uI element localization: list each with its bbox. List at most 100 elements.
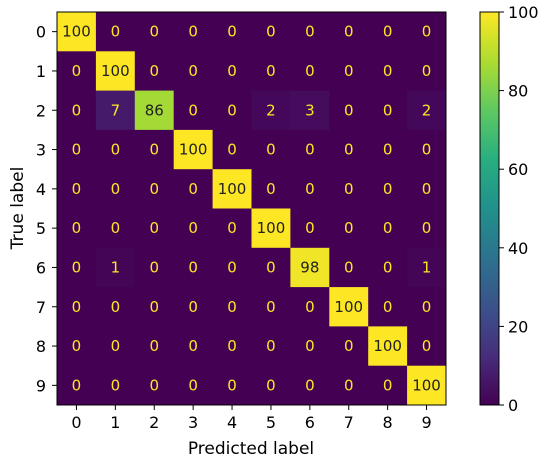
cell-value-label: 0 (422, 337, 432, 355)
cell-value-label: 0 (266, 62, 276, 80)
cell-value-label: 0 (188, 258, 198, 276)
cell-value-label: 0 (266, 141, 276, 159)
cell-value-label: 100 (218, 180, 247, 198)
heatmap-cell (173, 208, 214, 249)
cell-value-label: 0 (188, 219, 198, 237)
heatmap-cell (329, 208, 369, 249)
heatmap-cell (368, 326, 408, 367)
heatmap-cell (407, 169, 447, 209)
heatmap-cell (407, 326, 447, 367)
heatmap-cell (407, 12, 447, 52)
heatmap-cell (251, 326, 291, 367)
heatmap-cell (290, 169, 330, 209)
heatmap-cell (134, 287, 175, 327)
heatmap-cell (212, 129, 252, 170)
cell-value-label: 0 (72, 62, 82, 80)
heatmap-cell (134, 51, 175, 92)
heatmap-cell (57, 51, 97, 92)
colorbar-ticks: 0 20 40 60 80 100 (499, 3, 539, 415)
heatmap-cell (134, 247, 175, 288)
cell-value-label: 0 (344, 141, 354, 159)
heatmap-cell (95, 365, 136, 406)
heatmap-cell (173, 287, 214, 327)
cell-value-label: 100 (101, 62, 130, 80)
heatmap-cell (95, 12, 136, 52)
heatmap-cell (368, 90, 408, 131)
cell-value-label: 0 (305, 219, 315, 237)
cell-value-label: 100 (257, 219, 286, 237)
heatmap-cell (407, 208, 447, 249)
cell-value-label: 0 (305, 337, 315, 355)
heatmap-cell (368, 169, 408, 209)
cell-value-label: 0 (72, 180, 82, 198)
heatmap-cell (290, 365, 330, 406)
heatmap-cell (95, 326, 136, 367)
cell-value-label: 2 (422, 101, 432, 119)
cell-value-label: 0 (422, 141, 432, 159)
cell-value-label: 0 (383, 376, 393, 394)
heatmap-cell (368, 12, 408, 52)
cell-value-label: 0 (111, 23, 121, 41)
x-tick-label: 4 (227, 413, 237, 432)
cell-value-label: 0 (72, 337, 82, 355)
cell-value-label: 0 (188, 101, 198, 119)
heatmap-cell (95, 90, 136, 131)
heatmap-cell (57, 326, 97, 367)
heatmap-cell (368, 208, 408, 249)
heatmap-cell (173, 169, 214, 209)
heatmap-cell (95, 287, 136, 327)
heatmap-cell (95, 208, 136, 249)
heatmap-cell (407, 247, 447, 288)
cell-value-label: 0 (149, 258, 159, 276)
heatmap-cell (251, 169, 291, 209)
heatmap-cell (212, 208, 252, 249)
heatmap-cell (251, 129, 291, 170)
cell-value-label: 0 (422, 180, 432, 198)
heatmap-cell (134, 365, 175, 406)
cell-value-label: 0 (188, 298, 198, 316)
heatmap-cell (251, 208, 291, 249)
y-tick-label: 9 (36, 376, 46, 395)
heatmap-cell (212, 247, 252, 288)
cell-value-label: 0 (227, 101, 237, 119)
heatmap-cell (95, 129, 136, 170)
heatmap-cell (251, 247, 291, 288)
heatmap-cell (329, 129, 369, 170)
cell-value-label: 0 (305, 376, 315, 394)
cell-value-label: 0 (227, 219, 237, 237)
cell-value-label: 0 (344, 219, 354, 237)
heatmap-cell (329, 51, 369, 92)
cell-value-label: 100 (179, 141, 208, 159)
heatmap-cell (212, 287, 252, 327)
cell-value-label: 0 (305, 180, 315, 198)
cell-value-label: 0 (266, 23, 276, 41)
heatmap-cell (329, 12, 369, 52)
colorbar-tick-label: 100 (508, 3, 539, 22)
heatmap-cell (368, 365, 408, 406)
colorbar-tick-label: 0 (508, 396, 518, 415)
colorbar-tick-label: 40 (508, 239, 528, 258)
heatmap-cell (329, 365, 369, 406)
heatmap-cell (57, 90, 97, 131)
heatmap-cell (173, 51, 214, 92)
heatmap-cell (134, 169, 175, 209)
cell-value-label: 0 (111, 141, 121, 159)
heatmap-cell (251, 365, 291, 406)
cell-value-label: 0 (305, 62, 315, 80)
cell-value-label: 0 (383, 141, 393, 159)
heatmap-cell (173, 365, 214, 406)
cell-value-label: 0 (149, 23, 159, 41)
x-axis-label: Predicted label (188, 439, 314, 459)
colorbar (479, 11, 500, 406)
heatmap-cell (290, 326, 330, 367)
heatmap-cell (290, 51, 330, 92)
heatmap-cell (212, 51, 252, 92)
cell-value-label: 0 (383, 180, 393, 198)
heatmap-cell (212, 326, 252, 367)
cell-value-label: 0 (266, 298, 276, 316)
cell-value-label: 0 (266, 180, 276, 198)
y-tick-label: 8 (36, 337, 46, 356)
y-tick-label: 2 (36, 101, 46, 120)
plot-frame (56, 11, 447, 406)
cell-value-label: 0 (383, 298, 393, 316)
